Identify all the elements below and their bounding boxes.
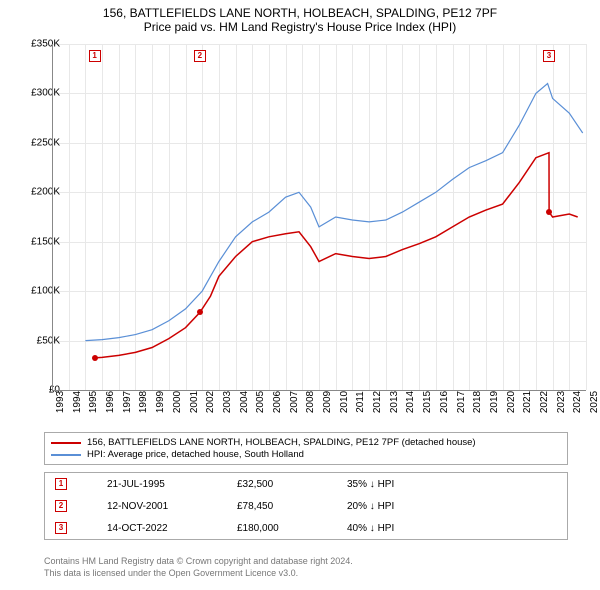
x-axis-label: 2005: [255, 391, 266, 413]
x-axis-label: 2002: [205, 391, 216, 413]
x-axis-label: 2019: [489, 391, 500, 413]
sale-marker-box: 3: [55, 522, 67, 534]
x-axis-label: 2011: [355, 391, 366, 413]
sale-marker-on-chart: 3: [543, 50, 555, 62]
x-axis-label: 2008: [305, 391, 316, 413]
sale-diff: 40% ↓ HPI: [347, 523, 557, 534]
x-axis-label: 2021: [522, 391, 533, 413]
footer-line2: This data is licensed under the Open Gov…: [44, 568, 353, 580]
legend-entry: HPI: Average price, detached house, Sout…: [51, 449, 561, 460]
legend: 156, BATTLEFIELDS LANE NORTH, HOLBEACH, …: [44, 432, 568, 465]
sales-row: 1 21-JUL-1995 £32,500 35% ↓ HPI: [45, 473, 567, 495]
sale-diff: 20% ↓ HPI: [347, 501, 557, 512]
chart-container: 156, BATTLEFIELDS LANE NORTH, HOLBEACH, …: [0, 0, 600, 590]
x-axis-label: 2009: [322, 391, 333, 413]
x-axis-label: 2003: [222, 391, 233, 413]
sales-table: 1 21-JUL-1995 £32,500 35% ↓ HPI 2 12-NOV…: [44, 472, 568, 540]
legend-label: HPI: Average price, detached house, Sout…: [87, 449, 304, 460]
sale-marker-on-chart: 2: [194, 50, 206, 62]
sale-price: £78,450: [237, 501, 347, 512]
x-axis-label: 2017: [456, 391, 467, 413]
x-axis-label: 2015: [422, 391, 433, 413]
x-axis-label: 1994: [72, 391, 83, 413]
chart-plot: [52, 44, 586, 390]
legend-swatch: [51, 442, 81, 444]
x-axis-label: 2007: [289, 391, 300, 413]
x-axis-label: 1999: [155, 391, 166, 413]
x-axis-label: 2022: [539, 391, 550, 413]
x-axis-label: 2010: [339, 391, 350, 413]
title-block: 156, BATTLEFIELDS LANE NORTH, HOLBEACH, …: [0, 0, 600, 36]
sale-date: 12-NOV-2001: [107, 501, 237, 512]
legend-label: 156, BATTLEFIELDS LANE NORTH, HOLBEACH, …: [87, 437, 476, 448]
x-axis-label: 2024: [572, 391, 583, 413]
x-axis-label: 2018: [472, 391, 483, 413]
x-axis-label: 2006: [272, 391, 283, 413]
sale-price: £180,000: [237, 523, 347, 534]
sales-row: 2 12-NOV-2001 £78,450 20% ↓ HPI: [45, 495, 567, 517]
x-axis-label: 2025: [589, 391, 600, 413]
x-axis-label: 2014: [405, 391, 416, 413]
x-axis-label: 2004: [239, 391, 250, 413]
x-axis-label: 2023: [556, 391, 567, 413]
x-axis-label: 2001: [189, 391, 200, 413]
footer: Contains HM Land Registry data © Crown c…: [44, 556, 353, 579]
x-axis-label: 1997: [122, 391, 133, 413]
sale-price: £32,500: [237, 479, 347, 490]
x-axis-label: 2012: [372, 391, 383, 413]
sale-marker-on-chart: 1: [89, 50, 101, 62]
x-axis-label: 2000: [172, 391, 183, 413]
title-subtitle: Price paid vs. HM Land Registry's House …: [0, 20, 600, 34]
sales-row: 3 14-OCT-2022 £180,000 40% ↓ HPI: [45, 517, 567, 539]
sale-marker-box: 1: [55, 478, 67, 490]
sale-date: 21-JUL-1995: [107, 479, 237, 490]
x-axis-label: 2016: [439, 391, 450, 413]
legend-swatch: [51, 454, 81, 456]
x-axis-label: 1993: [55, 391, 66, 413]
sale-diff: 35% ↓ HPI: [347, 479, 557, 490]
x-axis-label: 2020: [506, 391, 517, 413]
footer-line1: Contains HM Land Registry data © Crown c…: [44, 556, 353, 568]
legend-entry: 156, BATTLEFIELDS LANE NORTH, HOLBEACH, …: [51, 437, 561, 448]
sale-date: 14-OCT-2022: [107, 523, 237, 534]
x-axis-label: 1998: [138, 391, 149, 413]
x-axis-label: 1996: [105, 391, 116, 413]
x-axis-label: 1995: [88, 391, 99, 413]
title-address: 156, BATTLEFIELDS LANE NORTH, HOLBEACH, …: [0, 6, 600, 20]
sale-marker-box: 2: [55, 500, 67, 512]
x-axis-label: 2013: [389, 391, 400, 413]
